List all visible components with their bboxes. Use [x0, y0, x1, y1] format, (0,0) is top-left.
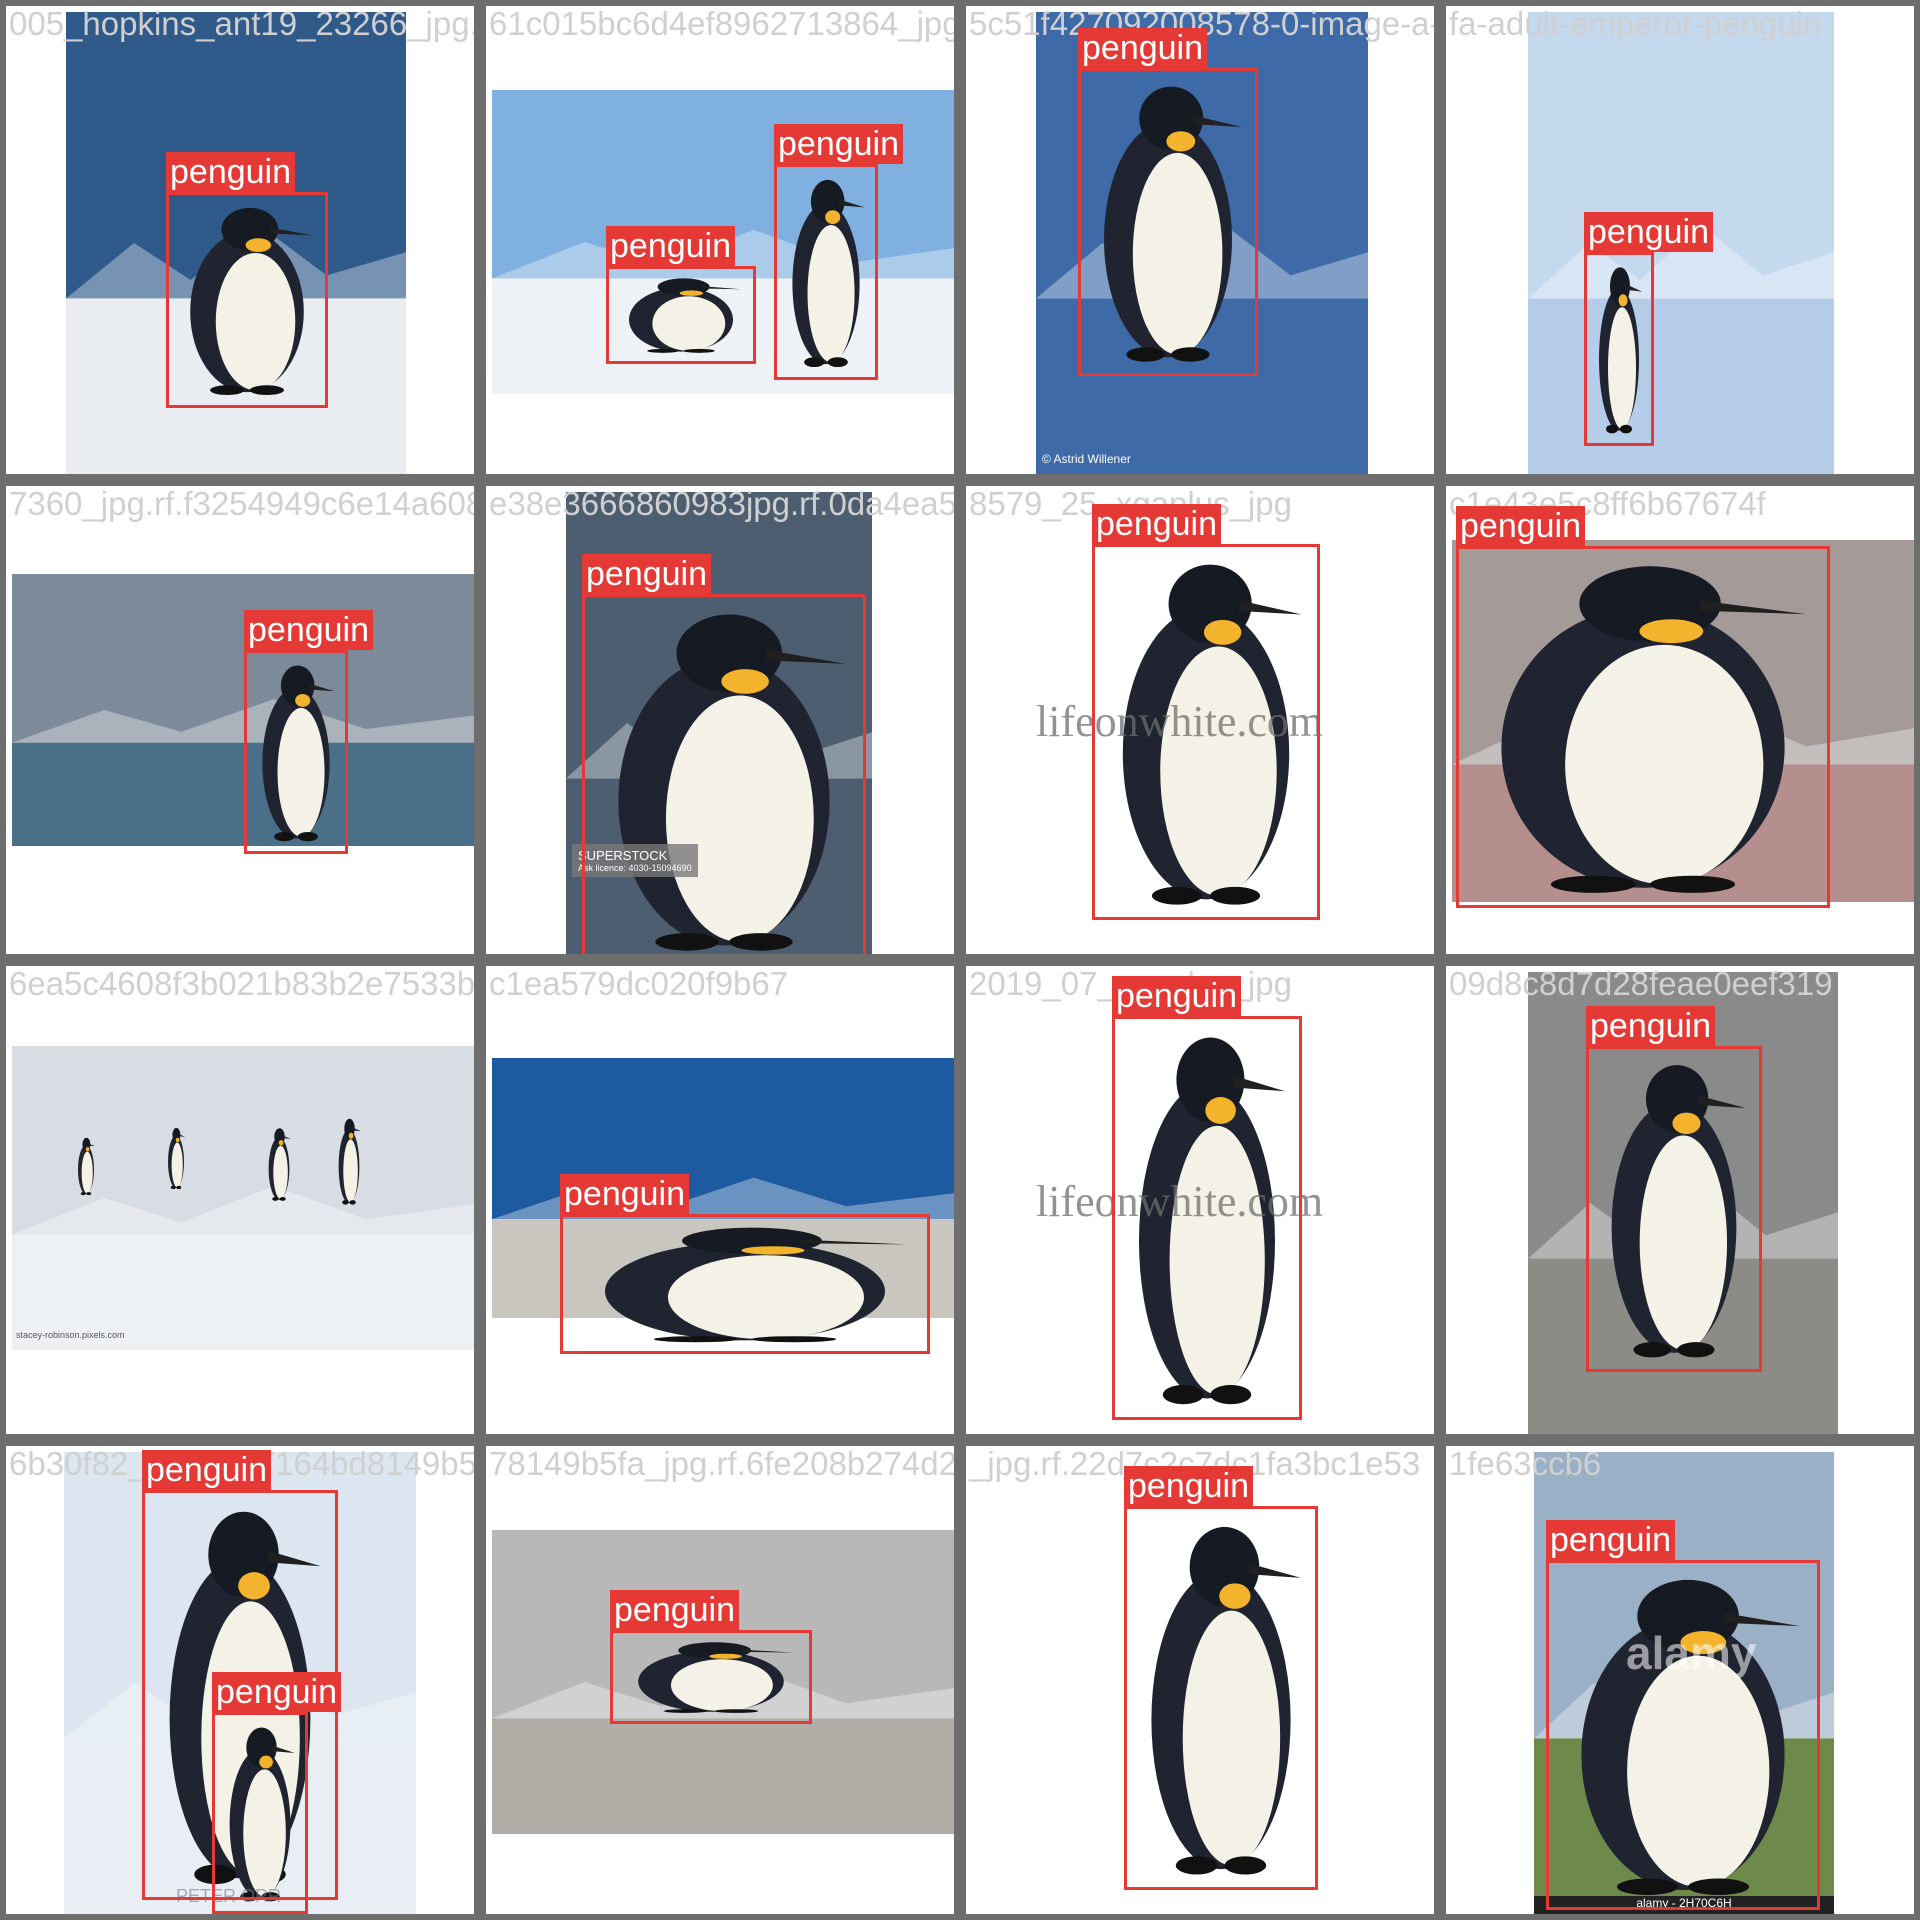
penguin-figure: [1102, 554, 1310, 910]
tile-filename: 005_hopkins_ant19_23266_jpg.rf.61cd5b674…: [9, 6, 474, 42]
detection-label: penguin: [560, 1174, 690, 1214]
image-tile[interactable]: 2019_07_xgaplus_jpgpenguinlifeonwhite.co…: [966, 966, 1434, 1434]
tile-filename: fa-adult-emperor-penguin: [1449, 6, 1822, 42]
image-tile[interactable]: 5c51f427092008578-0-image-a-28_145572727…: [966, 6, 1434, 474]
penguin-figure: [1466, 556, 1820, 898]
penguin-figure: [254, 660, 338, 844]
penguin-figure: [336, 1116, 362, 1206]
detection-box[interactable]: [1092, 544, 1320, 920]
detection-box[interactable]: [1586, 1046, 1762, 1372]
image-tile[interactable]: 6b30f82_9418e27164bd8149b5fajpgpenguinpe…: [6, 1446, 474, 1914]
detection-label: penguin: [1112, 976, 1242, 1016]
credit-subtext: Ask licence: 4030-15094690: [578, 863, 692, 873]
penguin-figure: [1596, 1056, 1752, 1362]
penguin-figure: [266, 1126, 292, 1202]
penguin-figure: [222, 1722, 298, 1904]
penguin-figure: [1134, 1516, 1308, 1880]
detection-label: penguin: [1092, 504, 1222, 544]
credit-text: stacey-robinson.pixels.com: [16, 1330, 125, 1340]
image-tile[interactable]: fa-adult-emperor-penguin penguin: [1446, 6, 1914, 474]
penguin-figure: [76, 1136, 96, 1196]
image-tile[interactable]: 1fe63ccb6 penguin alamy alamy - 2H70C6H: [1446, 1446, 1914, 1914]
watermark-text: lifeonwhite.com: [1036, 1177, 1324, 1226]
tile-photo: [1528, 12, 1834, 474]
image-tile[interactable]: 8579_25_xgaplus_jpgpenguinlifeonwhite.co…: [966, 486, 1434, 954]
penguin-figure: [176, 202, 318, 398]
tile-filename: 61c015bc6d4ef8962713864_jpg.rf.c615f7a2d…: [489, 6, 954, 42]
penguin-figure: [1556, 1570, 1810, 1900]
detection-label: penguin: [1584, 212, 1714, 252]
detection-label: penguin: [1586, 1006, 1716, 1046]
detection-box[interactable]: [166, 192, 328, 408]
detection-label: penguin: [1546, 1520, 1676, 1560]
detection-box[interactable]: [606, 266, 756, 364]
image-tile[interactable]: 78149b5fa_jpg.rf.6fe208b274d22609_6027pe…: [486, 1446, 954, 1914]
watermark-text: lifeonwhite.com: [1036, 697, 1324, 746]
image-tile[interactable]: 6ea5c4608f3b021b83b2e7533b78e59871d44d6a…: [6, 966, 474, 1434]
image-tile[interactable]: c1ea579dc020f9b67 penguin: [486, 966, 954, 1434]
detection-box[interactable]: [560, 1214, 930, 1354]
tile-photo: [12, 574, 474, 846]
detection-label: penguin: [610, 1590, 740, 1630]
penguin-figure: [570, 1224, 920, 1344]
detection-box[interactable]: [1456, 546, 1830, 908]
detection-box[interactable]: [582, 594, 866, 954]
detection-box[interactable]: [244, 650, 348, 854]
tile-filename: e38e3666860983jpg.rf.0da4ea51: [489, 486, 954, 522]
detection-box[interactable]: [212, 1712, 308, 1914]
penguin-figure: [1594, 262, 1644, 436]
detection-box[interactable]: [1124, 1506, 1318, 1890]
detection-box[interactable]: [774, 164, 878, 380]
detection-label: penguin: [606, 226, 736, 266]
penguin-figure: [784, 174, 868, 370]
detection-box[interactable]: [1584, 252, 1654, 446]
credit-text: SUPERSTOCK: [578, 848, 668, 863]
image-tile[interactable]: 09d8c8d7d28feae0eef319 penguin: [1446, 966, 1914, 1434]
detection-label: penguin: [212, 1672, 342, 1712]
tile-filename: c1ea579dc020f9b67: [489, 966, 789, 1002]
detection-box[interactable]: [1078, 68, 1258, 376]
tile-filename: 78149b5fa_jpg.rf.6fe208b274d22609_6027: [489, 1446, 954, 1482]
tile-photo: [12, 1046, 474, 1350]
detection-label: penguin: [1456, 506, 1586, 546]
image-tile[interactable]: 61c015bc6d4ef8962713864_jpg.rf.c615f7a2d…: [486, 6, 954, 474]
watermark-text: alamy: [1626, 1627, 1757, 1679]
detection-label: penguin: [142, 1450, 272, 1490]
detection-label: penguin: [774, 124, 904, 164]
detection-label: penguin: [244, 610, 374, 650]
penguin-figure: [616, 276, 746, 354]
detection-box[interactable]: [610, 1630, 812, 1724]
penguin-figure: [620, 1640, 802, 1714]
image-tile[interactable]: 005_hopkins_ant19_23266_jpg.rf.61cd5b674…: [6, 6, 474, 474]
credit-text: © Astrid Willener: [1042, 452, 1131, 466]
image-tile[interactable]: e38e3666860983jpg.rf.0da4ea51 penguin SUPE…: [486, 486, 954, 954]
detection-box[interactable]: [1546, 1560, 1820, 1910]
detection-box[interactable]: [1112, 1016, 1302, 1420]
image-tile[interactable]: c1e43e5c8ff6b67674f penguin: [1446, 486, 1914, 954]
tile-filename: 6ea5c4608f3b021b83b2e7533b78e59871d44d6a: [9, 966, 474, 1002]
penguin-figure: [1088, 78, 1248, 366]
tile-filename: 09d8c8d7d28feae0eef319: [1449, 966, 1833, 1002]
detection-label: penguin: [166, 152, 296, 192]
penguin-figure: [1122, 1026, 1292, 1410]
tile-filename: 7360_jpg.rf.f3254949c6e14a6088: [9, 486, 474, 522]
credit-text: PETER ORR: [176, 1886, 282, 1906]
detection-label: penguin: [1124, 1466, 1254, 1506]
detection-label: penguin: [1078, 28, 1208, 68]
detection-label: penguin: [582, 554, 712, 594]
credit-badge: SUPERSTOCK Ask licence: 4030-15094690: [572, 844, 698, 877]
image-tile[interactable]: _jpg.rf.22d7c2c7dc1fa3bc1e53 penguin: [966, 1446, 1434, 1914]
penguin-figure: [166, 1126, 186, 1190]
tile-filename: 1fe63ccb6: [1449, 1446, 1602, 1482]
